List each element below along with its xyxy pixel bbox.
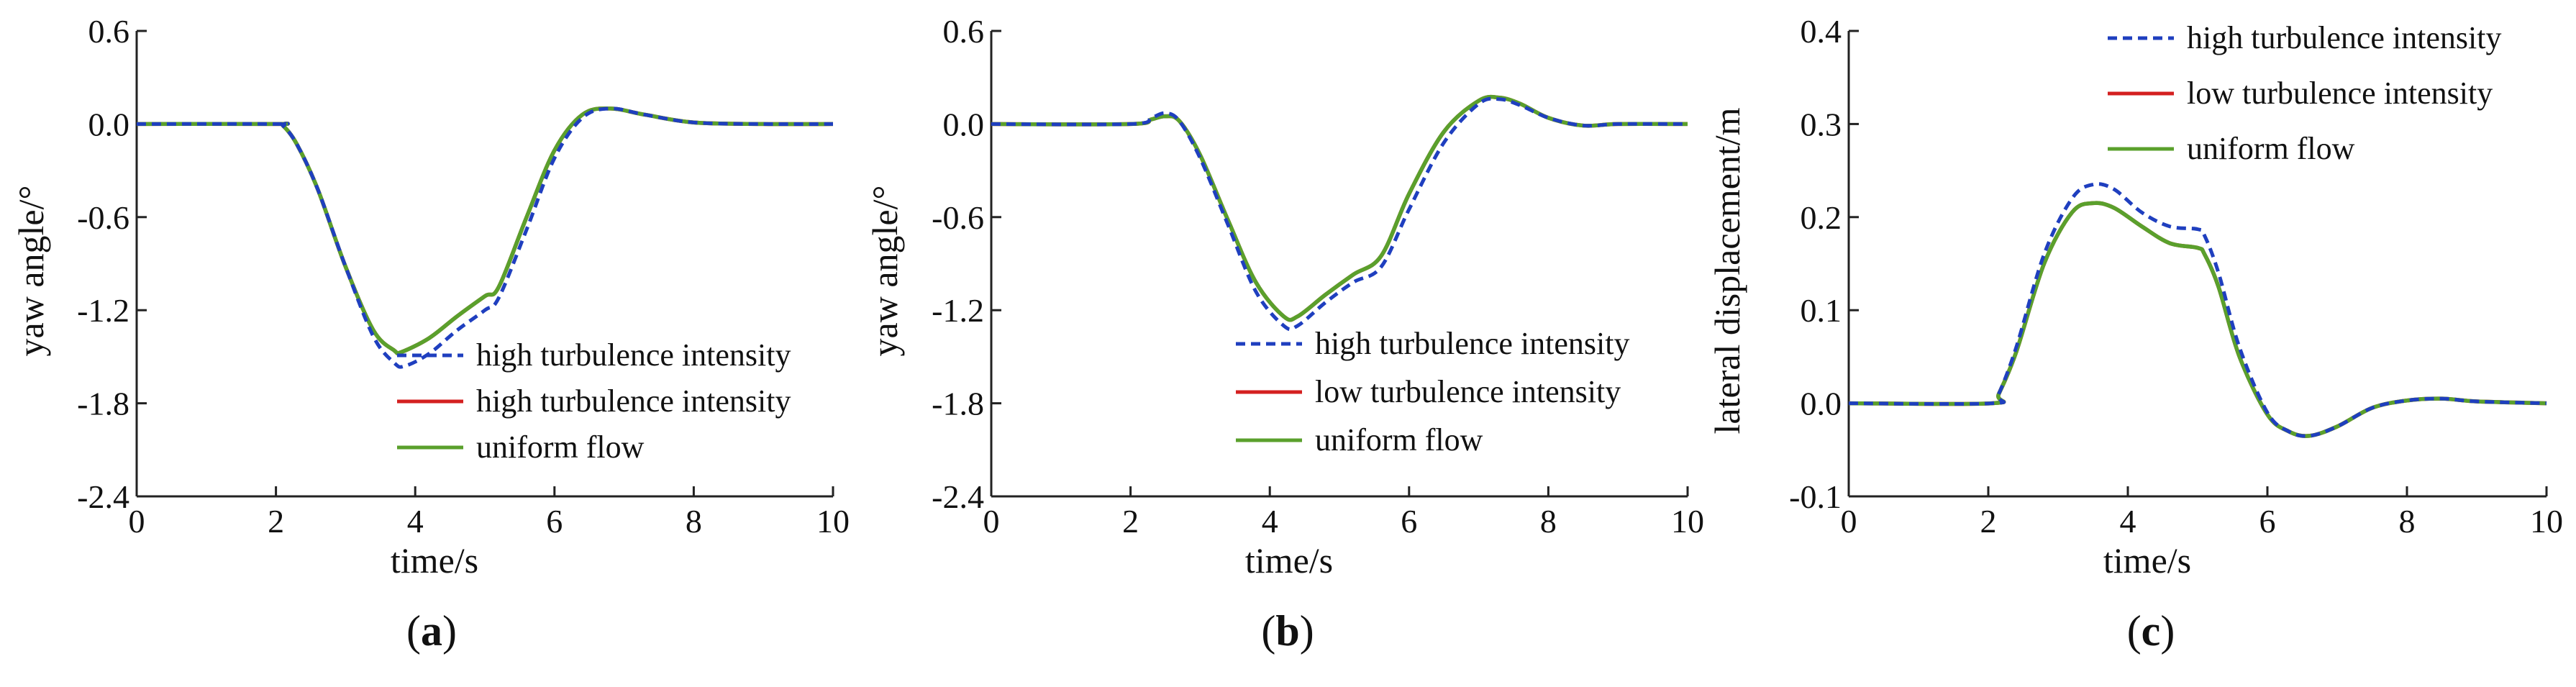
panel-caption: (c): [2127, 607, 2175, 655]
y-tick-label: 0.2: [1801, 199, 1842, 236]
panel-caption: (b): [1261, 607, 1314, 655]
y-tick-label: -2.4: [932, 478, 984, 515]
legend-entry: uniform flow: [476, 429, 645, 465]
y-tick-label: 0.0: [1801, 386, 1842, 422]
legend-entry: high turbulence intensity: [476, 337, 791, 373]
panel-caption: (a): [406, 607, 457, 655]
y-tick-label: -1.2: [77, 292, 129, 329]
legend: high turbulence intensity low turbulence …: [2108, 20, 2501, 166]
y-axis-label: yaw angle/°: [11, 186, 51, 357]
y-tick-label: -0.1: [1789, 478, 1842, 515]
legend-entry: uniform flow: [2187, 131, 2355, 166]
legend-entry: high turbulence intensity: [2187, 20, 2501, 55]
x-tick-label: 8: [1540, 503, 1557, 540]
series-line-1: [1848, 182, 2547, 438]
y-tick-label: -2.4: [77, 478, 129, 515]
chart-panel-c: 0 2 4 6 8 10 0.4 0.3 0.2 0.1 0.0 -0.1 time/s lateral …: [1707, 13, 2563, 655]
x-axis-label: time/s: [2103, 540, 2191, 581]
y-tick-label: -0.6: [932, 199, 984, 236]
series-line-1: [136, 106, 834, 369]
y-axis-label: yaw angle/°: [865, 186, 905, 357]
y-tick-label: -1.2: [932, 292, 984, 329]
series-line-3: [1848, 201, 2547, 438]
x-tick-label: 6: [1401, 503, 1417, 540]
series-line-3: [136, 106, 834, 356]
series-line-1: [991, 96, 1688, 332]
legend-entry: uniform flow: [1315, 422, 1483, 458]
series-line-3: [991, 94, 1688, 322]
legend-entry: high turbulence intensity: [476, 383, 791, 419]
x-tick-label: 8: [2399, 503, 2416, 540]
y-axis-label: lateral displacement/m: [1707, 107, 1747, 434]
x-tick-label: 10: [816, 503, 850, 540]
y-tick-label: 0.1: [1801, 292, 1842, 329]
x-tick-label: 10: [1671, 503, 1704, 540]
x-axis-label: time/s: [1245, 540, 1333, 581]
legend: high turbulence intensity low turbulence …: [1236, 326, 1629, 458]
y-tick-label: -1.8: [932, 386, 984, 422]
y-tick-label: -0.6: [77, 199, 129, 236]
chart-panel-a: 0 2 4 6 8 10 0.6 0.0 -0.6 -1.2 -1.8 -2.4 time/s yaw a…: [11, 13, 850, 655]
x-tick-label: 4: [1262, 503, 1278, 540]
x-tick-label: 8: [686, 503, 702, 540]
x-tick-label: 6: [546, 503, 563, 540]
series-line-2: [136, 106, 834, 356]
y-tick-label: -1.8: [77, 386, 129, 422]
x-tick-label: 2: [1980, 503, 1997, 540]
legend-entry: low turbulence intensity: [1315, 374, 1621, 409]
chart-panel-b: 0 2 4 6 8 10 0.6 0.0 -0.6 -1.2 -1.8 -2.4 time/s yaw a…: [865, 13, 1704, 655]
legend: high turbulence intensity high turbulence…: [397, 337, 791, 465]
x-tick-label: 4: [407, 503, 424, 540]
x-axis-label: time/s: [391, 540, 478, 581]
y-tick-label: 0.6: [943, 13, 985, 50]
x-tick-label: 0: [129, 503, 145, 540]
y-tick-label: 0.0: [88, 106, 130, 142]
x-tick-label: 0: [983, 503, 1000, 540]
legend-entry: low turbulence intensity: [2187, 76, 2493, 111]
x-tick-label: 10: [2530, 503, 2563, 540]
x-tick-label: 2: [1122, 503, 1139, 540]
legend-entry: high turbulence intensity: [1315, 326, 1629, 361]
x-tick-label: 4: [2120, 503, 2136, 540]
x-tick-label: 0: [1841, 503, 1857, 540]
y-tick-label: 0.3: [1801, 106, 1842, 142]
x-tick-label: 2: [268, 503, 284, 540]
x-tick-label: 6: [2259, 503, 2276, 540]
y-tick-label: 0.6: [88, 13, 130, 50]
y-tick-label: 0.4: [1801, 13, 1842, 50]
y-tick-label: 0.0: [943, 106, 985, 142]
series-line-2: [1848, 201, 2547, 438]
